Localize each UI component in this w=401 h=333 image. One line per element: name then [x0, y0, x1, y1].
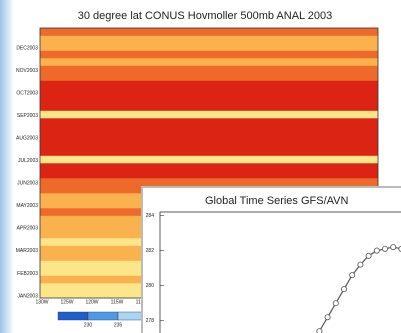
point — [381, 245, 388, 252]
edge-decoration — [0, 0, 14, 333]
point — [365, 252, 372, 259]
heat-stripe — [40, 133, 378, 141]
heat-stripe — [40, 155, 378, 164]
heat-stripe — [40, 178, 378, 186]
y-tick-label: JUN2003 — [17, 181, 38, 187]
point — [340, 286, 347, 293]
y-tick-label: MAY2003 — [16, 203, 38, 209]
y-tick-label: 282 — [146, 248, 155, 254]
heat-stripe — [40, 140, 378, 149]
x-tick-label: 125W — [60, 299, 73, 305]
y-tick-label: SEP2003 — [17, 113, 38, 119]
colorbar-segment — [87, 311, 119, 321]
y-tick-label: 280 — [146, 283, 155, 289]
heat-stripe — [40, 170, 378, 179]
y-tick-label: OCT2003 — [16, 90, 38, 96]
heat-stripe — [40, 163, 378, 171]
panel-background — [143, 188, 401, 333]
x-tick-label: 120W — [85, 299, 98, 305]
point — [324, 314, 331, 321]
heat-stripe — [40, 95, 378, 104]
y-tick-label: 278 — [146, 318, 155, 324]
line-chart: 278 280 282 284 — [146, 213, 401, 333]
heat-stripe — [40, 43, 378, 51]
y-tick-label: JAN2003 — [17, 293, 38, 299]
heat-stripe — [40, 73, 378, 81]
point — [390, 244, 397, 251]
heat-stripe — [40, 125, 378, 134]
heat-stripe — [40, 35, 378, 44]
colorbar-tick-label: 235 — [114, 322, 123, 328]
y-tick-label: JUL2003 — [18, 158, 38, 164]
heat-stripe — [40, 148, 378, 156]
heatmap-title: 30 degree lat CONUS Hovmoller 500mb ANAL… — [78, 10, 333, 22]
point — [332, 300, 339, 307]
y-tick-label: FEB2003 — [17, 271, 38, 277]
heat-stripe — [40, 88, 378, 96]
point — [349, 272, 356, 279]
x-tick-label: 130W — [35, 299, 48, 305]
y-tick-label: DEC2003 — [16, 45, 38, 51]
heat-stripe — [40, 80, 378, 89]
point — [398, 245, 401, 252]
line-title: Global Time Series GFS/AVN — [205, 195, 349, 207]
point — [357, 261, 364, 268]
plot-frame — [159, 211, 401, 333]
y-tick-label: MAR2003 — [16, 248, 38, 254]
point — [316, 328, 323, 333]
y-tick-label: 284 — [146, 213, 155, 219]
heat-stripe — [40, 118, 378, 126]
y-tick-label: APR2003 — [17, 226, 39, 232]
heat-stripe — [40, 28, 378, 36]
heat-stripe — [40, 103, 378, 111]
y-tick-label: NOV2003 — [16, 68, 38, 74]
time-series-panel: Global Time Series GFS/AVN — [141, 186, 401, 333]
heat-stripe — [40, 50, 378, 59]
colorbar-segment — [57, 311, 89, 321]
heat-stripe — [40, 110, 378, 119]
colorbar-tick-label: 230 — [84, 322, 93, 328]
heat-stripe — [40, 65, 378, 74]
heat-stripe — [40, 58, 378, 66]
point — [373, 247, 380, 254]
x-tick-label: 115W — [111, 299, 124, 305]
y-tick-label: AUG2003 — [16, 136, 38, 142]
